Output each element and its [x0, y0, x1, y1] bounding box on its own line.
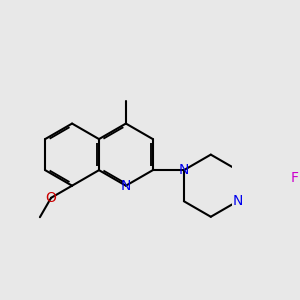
- Text: N: N: [179, 163, 189, 177]
- Text: N: N: [121, 179, 131, 193]
- Text: F: F: [291, 170, 299, 184]
- Text: N: N: [232, 194, 243, 208]
- Text: O: O: [46, 191, 56, 205]
